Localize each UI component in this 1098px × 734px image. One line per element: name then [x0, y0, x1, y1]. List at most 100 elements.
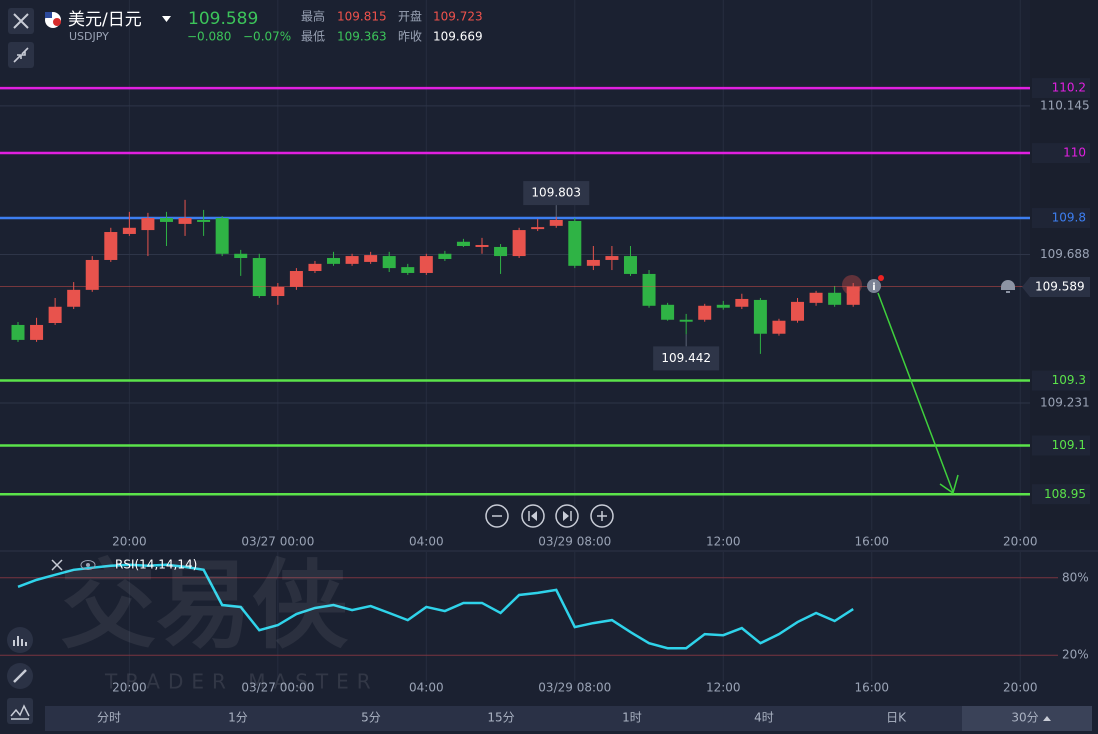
candle-body: [586, 259, 600, 266]
period-bar: [45, 706, 1092, 731]
trend-tool[interactable]: [7, 698, 33, 724]
candle-body: [456, 241, 470, 246]
x-tick-label: 12:00: [706, 535, 741, 549]
period-tab[interactable]: 分时: [97, 711, 121, 725]
candle-body: [419, 256, 433, 273]
symbol: USDJPY: [69, 30, 109, 43]
dropdown-arrow[interactable]: [162, 16, 171, 22]
candle-body: [234, 253, 248, 259]
period-tab[interactable]: 1时: [622, 711, 642, 725]
candle-body: [48, 306, 62, 324]
candle-body: [605, 256, 619, 260]
period-tab[interactable]: 4时: [754, 711, 774, 725]
x-tick-label: 03/27 00:00: [241, 535, 314, 549]
candle-body: [159, 218, 173, 222]
callout-label: 109.442: [661, 351, 711, 365]
level-label: 110: [1063, 146, 1086, 160]
x-tick-label: 12:00: [706, 681, 741, 695]
level-tag: [1032, 78, 1090, 99]
callout-label: 109.803: [531, 186, 581, 200]
rsi-close[interactable]: [51, 559, 63, 571]
candle-body: [85, 259, 99, 290]
y-tick-label: 109.688: [1040, 247, 1090, 261]
candle-body: [141, 218, 155, 231]
candle-body: [716, 304, 730, 308]
level-label: 109.1: [1052, 438, 1086, 452]
level-tag: [1032, 370, 1090, 391]
change: −0.080: [187, 30, 231, 44]
period-selected: [962, 706, 1092, 731]
alert-bell[interactable]: [1001, 280, 1015, 293]
candle-body: [289, 271, 303, 287]
y-tick-label: 109.231: [1040, 395, 1090, 409]
draw-tool[interactable]: [7, 663, 33, 689]
candle-body: [531, 227, 545, 230]
x-tick-label: 03/27 00:00: [241, 681, 314, 695]
candle-body: [679, 319, 693, 322]
forecast-arrow: [877, 292, 959, 495]
candle-body: [438, 253, 452, 259]
candle-body: [494, 246, 508, 257]
low: 109.363: [337, 30, 387, 44]
candle-body: [382, 256, 396, 269]
candle-body: [772, 320, 786, 334]
close-button[interactable]: [8, 8, 34, 34]
high: 109.815: [337, 10, 387, 24]
level-tag: [1032, 435, 1090, 456]
level-label: 110.2: [1052, 81, 1086, 95]
period-tab[interactable]: 日K: [886, 711, 907, 725]
watermark-en: TRADER MASTER: [104, 670, 379, 694]
price: 109.589: [188, 9, 258, 29]
y-tick-label: 110.145: [1040, 98, 1090, 112]
rsi-title: RSI(14,14,14): [115, 558, 197, 572]
x-tick-label: 16:00: [854, 681, 889, 695]
x-tick-label: 16:00: [854, 535, 889, 549]
info-glyph: i: [872, 282, 875, 293]
info-icon[interactable]: [867, 279, 881, 293]
rsi-visibility[interactable]: [80, 560, 96, 570]
candle-body: [11, 324, 25, 340]
callout-box: [523, 181, 590, 206]
level-tag: [1032, 143, 1090, 164]
candle-body: [345, 256, 359, 264]
open-label: 开盘: [398, 9, 422, 24]
x-tick-label: 20:00: [1003, 681, 1038, 695]
period-tab[interactable]: 1分: [228, 711, 248, 725]
x-tick-label: 03/29 08:00: [538, 681, 611, 695]
y-tick-label: 20%: [1062, 648, 1089, 662]
open: 109.723: [433, 10, 483, 24]
x-tick-label: 04:00: [409, 535, 444, 549]
period-tab[interactable]: 5分: [361, 711, 381, 725]
candle-body: [308, 263, 322, 272]
level-tag: [1032, 208, 1090, 229]
candle-body: [327, 258, 341, 264]
watermark: 交易侠: [60, 549, 349, 661]
low-label: 最低: [301, 30, 325, 44]
period-tab[interactable]: 30分: [1011, 711, 1038, 725]
candle-body: [512, 230, 526, 257]
candle-body: [846, 286, 860, 305]
collapse-button[interactable]: [8, 42, 34, 68]
candle-body: [549, 219, 563, 226]
flag-icon: [45, 12, 61, 28]
candle-body: [104, 232, 118, 260]
candle-body: [828, 292, 842, 305]
x-tick-label: 20:00: [112, 681, 147, 695]
info-dot: [878, 275, 884, 281]
rsi-line: [17, 563, 854, 650]
pair-name[interactable]: 美元/日元: [68, 10, 142, 30]
high-label: 最高: [301, 9, 325, 24]
indicator-tool[interactable]: [7, 627, 33, 653]
candle-body: [809, 292, 823, 303]
level-label: 109.3: [1052, 373, 1086, 387]
period-arrow[interactable]: [1043, 716, 1051, 721]
level-label: 109.8: [1052, 211, 1086, 225]
price-tag: [1022, 277, 1090, 297]
x-tick-label: 03/29 08:00: [538, 535, 611, 549]
period-tab[interactable]: 15分: [487, 711, 514, 725]
x-tick-label: 20:00: [112, 535, 147, 549]
price-tag-label: 109.589: [1035, 280, 1085, 294]
candle-body: [642, 273, 656, 306]
